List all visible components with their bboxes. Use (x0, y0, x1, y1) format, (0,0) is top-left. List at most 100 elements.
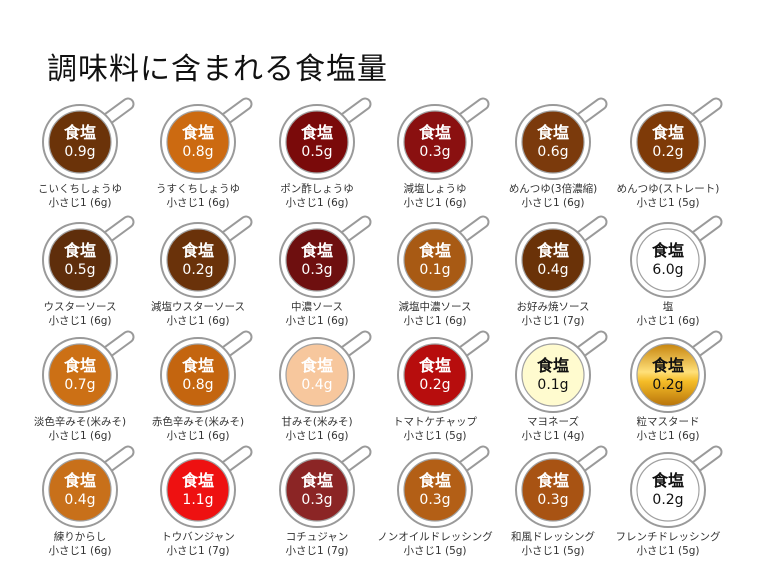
seasoning-caption: こいくちしょうゆ 小さじ1 (6g) (8, 182, 152, 210)
seasoning-name: 練りからし (53, 531, 107, 543)
measuring-spoon-icon (257, 440, 377, 528)
seasoning-item: 食塩 0.1g 減塩中濃ソース 小さじ1 (6g) (375, 210, 495, 330)
seasoning-measure: 小さじ1 (6g) (166, 430, 230, 442)
seasoning-measure: 小さじ1 (6g) (285, 430, 349, 442)
seasoning-name: ウスターソース (43, 301, 117, 313)
seasoning-name: めんつゆ(3倍濃縮) (508, 183, 598, 195)
seasoning-item: 食塩 0.5g ポン酢しょうゆ 小さじ1 (6g) (257, 92, 377, 212)
seasoning-measure: 小さじ1 (5g) (403, 430, 467, 442)
seasoning-caption: 和風ドレッシング 小さじ1 (5g) (481, 530, 625, 558)
seasoning-item: 食塩 0.7g 淡色辛みそ(米みそ) 小さじ1 (6g) (20, 325, 140, 445)
seasoning-name: ポン酢しょうゆ (280, 183, 354, 195)
seasoning-name: 甘みそ(米みそ) (281, 416, 353, 428)
measuring-spoon-icon (375, 210, 495, 298)
measuring-spoon-icon (375, 325, 495, 413)
page-title: 調味料に含まれる食塩量 (47, 52, 388, 87)
seasoning-item: 食塩 0.2g めんつゆ(ストレート) 小さじ1 (5g) (608, 92, 728, 212)
seasoning-caption: 粒マスタード 小さじ1 (6g) (596, 415, 740, 443)
seasoning-item: 食塩 0.5g ウスターソース 小さじ1 (6g) (20, 210, 140, 330)
seasoning-measure: 小さじ1 (7g) (285, 545, 349, 557)
measuring-spoon-icon (608, 92, 728, 180)
seasoning-caption: 甘みそ(米みそ) 小さじ1 (6g) (245, 415, 389, 443)
seasoning-caption: マヨネーズ 小さじ1 (4g) (481, 415, 625, 443)
seasoning-item: 食塩 0.2g 粒マスタード 小さじ1 (6g) (608, 325, 728, 445)
seasoning-item: 食塩 0.3g 和風ドレッシング 小さじ1 (5g) (493, 440, 613, 560)
seasoning-measure: 小さじ1 (5g) (403, 545, 467, 557)
seasoning-caption: 減塩ウスターソース 小さじ1 (6g) (126, 300, 270, 328)
seasoning-caption: トマトケチャップ 小さじ1 (5g) (363, 415, 507, 443)
seasoning-item: 食塩 1.1g トウバンジャン 小さじ1 (7g) (138, 440, 258, 560)
measuring-spoon-icon (138, 92, 258, 180)
seasoning-measure: 小さじ1 (6g) (48, 315, 112, 327)
measuring-spoon-icon (375, 92, 495, 180)
seasoning-measure: 小さじ1 (6g) (48, 197, 112, 209)
seasoning-measure: 小さじ1 (5g) (636, 545, 700, 557)
seasoning-item: 食塩 0.1g マヨネーズ 小さじ1 (4g) (493, 325, 613, 445)
seasoning-measure: 小さじ1 (5g) (521, 545, 585, 557)
seasoning-caption: フレンチドレッシング 小さじ1 (5g) (596, 530, 740, 558)
seasoning-name: 粒マスタード (636, 416, 700, 428)
seasoning-name: 淡色辛みそ(米みそ) (33, 416, 127, 428)
seasoning-name: うすくちしょうゆ (156, 183, 240, 195)
seasoning-item: 食塩 0.2g トマトケチャップ 小さじ1 (5g) (375, 325, 495, 445)
measuring-spoon-icon (493, 440, 613, 528)
seasoning-item: 食塩 0.4g 甘みそ(米みそ) 小さじ1 (6g) (257, 325, 377, 445)
seasoning-item: 食塩 0.9g こいくちしょうゆ 小さじ1 (6g) (20, 92, 140, 212)
seasoning-measure: 小さじ1 (5g) (636, 197, 700, 209)
seasoning-caption: 減塩しょうゆ 小さじ1 (6g) (363, 182, 507, 210)
seasoning-caption: 練りからし小さじ1 (6g) (8, 530, 152, 558)
seasoning-measure: 小さじ1 (6g) (48, 545, 112, 557)
seasoning-caption: めんつゆ(ストレート) 小さじ1 (5g) (596, 182, 740, 210)
measuring-spoon-icon (493, 325, 613, 413)
measuring-spoon-icon (138, 325, 258, 413)
seasoning-name: 減塩中濃ソース (398, 301, 472, 313)
seasoning-caption: コチュジャン 小さじ1 (7g) (245, 530, 389, 558)
measuring-spoon-icon (608, 325, 728, 413)
seasoning-name: トウバンジャン (161, 531, 235, 543)
seasoning-measure: 小さじ1 (6g) (285, 197, 349, 209)
seasoning-item: 食塩 0.3g ノンオイルドレッシング 小さじ1 (5g) (375, 440, 495, 560)
seasoning-item: 食塩 0.2g 減塩ウスターソース 小さじ1 (6g) (138, 210, 258, 330)
measuring-spoon-icon (20, 210, 140, 298)
seasoning-name: マヨネーズ (527, 416, 579, 428)
seasoning-item: 食塩 0.8g 赤色辛みそ(米みそ) 小さじ1 (6g) (138, 325, 258, 445)
measuring-spoon-icon (608, 210, 728, 298)
measuring-spoon-icon (138, 440, 258, 528)
seasoning-measure: 小さじ1 (6g) (166, 197, 230, 209)
seasoning-item: 食塩 0.8g うすくちしょうゆ 小さじ1 (6g) (138, 92, 258, 212)
measuring-spoon-icon (493, 92, 613, 180)
seasoning-name: 中濃ソース (291, 301, 343, 313)
seasoning-caption: 中濃ソース小さじ1 (6g) (245, 300, 389, 328)
measuring-spoon-icon (493, 210, 613, 298)
seasoning-caption: 淡色辛みそ(米みそ) 小さじ1 (6g) (8, 415, 152, 443)
seasoning-measure: 小さじ1 (6g) (403, 315, 467, 327)
measuring-spoon-icon (257, 210, 377, 298)
measuring-spoon-icon (20, 92, 140, 180)
seasoning-name: 塩 (662, 301, 674, 313)
measuring-spoon-icon (20, 325, 140, 413)
measuring-spoon-icon (138, 210, 258, 298)
seasoning-measure: 小さじ1 (6g) (403, 197, 467, 209)
measuring-spoon-icon (257, 325, 377, 413)
seasoning-caption: ノンオイルドレッシング 小さじ1 (5g) (363, 530, 507, 558)
seasoning-measure: 小さじ1 (6g) (48, 430, 112, 442)
seasoning-caption: お好み焼ソース 小さじ1 (7g) (481, 300, 625, 328)
seasoning-item: 食塩 0.4g 練りからし 小さじ1 (6g) (20, 440, 140, 560)
seasoning-caption: 赤色辛みそ(米みそ) 小さじ1 (6g) (126, 415, 270, 443)
seasoning-name: 赤色辛みそ(米みそ) (151, 416, 245, 428)
seasoning-item: 食塩 6.0g 塩小さじ1 (6g) (608, 210, 728, 330)
seasoning-name: コチュジャン (285, 531, 349, 543)
seasoning-measure: 小さじ1 (6g) (636, 430, 700, 442)
seasoning-caption: うすくちしょうゆ 小さじ1 (6g) (126, 182, 270, 210)
seasoning-caption: ポン酢しょうゆ 小さじ1 (6g) (245, 182, 389, 210)
seasoning-item: 食塩 0.3g 中濃ソース 小さじ1 (6g) (257, 210, 377, 330)
seasoning-measure: 小さじ1 (6g) (521, 197, 585, 209)
seasoning-name: ノンオイルドレッシング (377, 531, 493, 543)
seasoning-caption: 減塩中濃ソース 小さじ1 (6g) (363, 300, 507, 328)
measuring-spoon-icon (257, 92, 377, 180)
seasoning-caption: ウスターソース 小さじ1 (6g) (8, 300, 152, 328)
seasoning-measure: 小さじ1 (6g) (166, 315, 230, 327)
seasoning-name: お好み焼ソース (516, 301, 590, 313)
seasoning-measure: 小さじ1 (6g) (285, 315, 349, 327)
